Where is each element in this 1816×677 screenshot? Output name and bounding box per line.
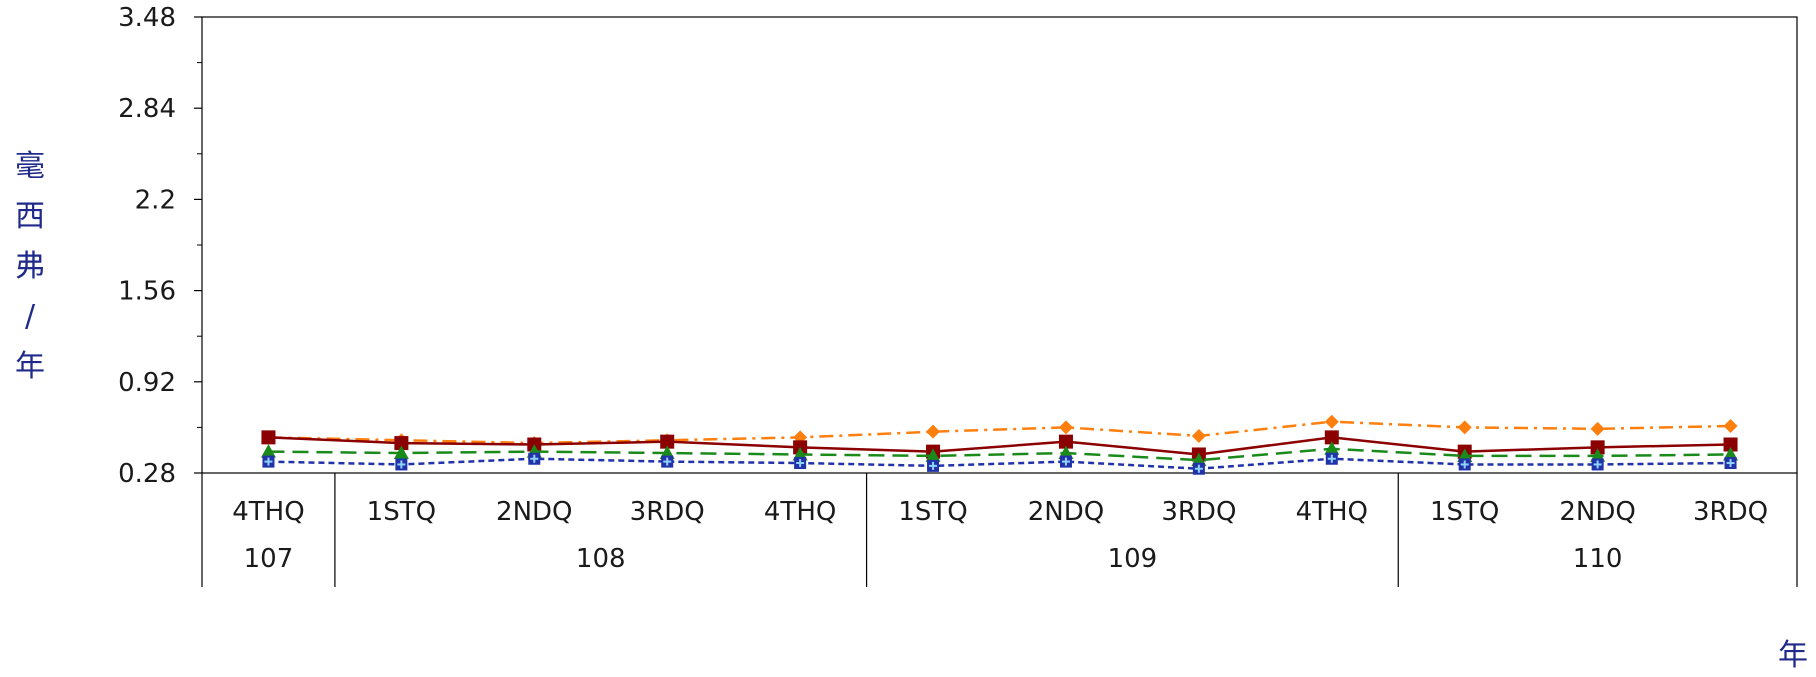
x-category-label: 2NDQ [1028, 497, 1104, 527]
x-year-label: 109 [1108, 544, 1158, 574]
series-line [268, 436, 1731, 456]
series-line [268, 457, 1731, 470]
data-point [1591, 458, 1604, 471]
data-point [1590, 421, 1605, 436]
data-point [1590, 440, 1605, 455]
x-category-label: 4THQ [232, 497, 304, 527]
data-point [925, 448, 941, 462]
y-tick-label: 0.28 [118, 459, 176, 489]
data-point [661, 455, 674, 468]
data-point [1723, 418, 1738, 433]
y-tick-label: 2.2 [135, 185, 176, 215]
data-point [261, 430, 276, 445]
data-point [260, 444, 276, 458]
data-point [794, 457, 807, 470]
x-category-label: 4THQ [764, 497, 836, 527]
data-point [1325, 452, 1338, 465]
data-point [1723, 437, 1738, 452]
x-category-label: 3RDQ [630, 497, 705, 527]
axis-titles: 毫西弗/年年 [15, 149, 1808, 673]
data-point [1724, 457, 1737, 470]
data-point [1324, 414, 1339, 429]
data-point [1192, 462, 1205, 475]
data-point [660, 434, 675, 449]
y-tick-label: 0.92 [118, 368, 176, 398]
data-point [1457, 420, 1472, 435]
data-point [927, 459, 940, 472]
y-tick-label: 2.84 [118, 94, 176, 124]
x-category-label: 3RDQ [1693, 497, 1768, 527]
x-category-label: 2NDQ [496, 497, 572, 527]
axes [201, 16, 1798, 587]
data-point [528, 452, 541, 465]
x-category-label: 1STQ [367, 497, 436, 527]
x-year-label: 107 [244, 544, 294, 574]
x-year-label: 110 [1573, 544, 1623, 574]
x-category-label: 4THQ [1296, 497, 1368, 527]
x-category-label: 1STQ [1430, 497, 1499, 527]
series-line [268, 447, 1731, 462]
series-4 [262, 452, 1737, 475]
data-point [1191, 428, 1206, 443]
x-category-label: 1STQ [898, 497, 967, 527]
data-point [394, 436, 409, 451]
data-point [393, 445, 409, 460]
x-axis-categories: 4THQ 1STQ 2NDQ 3RDQ 4THQ 1STQ 2NDQ 3RDQ 4THQ 1STQ… [232, 473, 1768, 587]
data-point [1059, 455, 1072, 468]
x-category-label: 3RDQ [1161, 497, 1236, 527]
series-group [260, 414, 1739, 475]
x-category-label: 2NDQ [1559, 497, 1635, 527]
series-line [268, 420, 1731, 445]
y-axis-title: 毫西弗/年 [15, 149, 45, 384]
plot-frame [201, 16, 1798, 474]
data-point [1458, 458, 1471, 471]
data-point [1324, 430, 1339, 445]
y-axis-ticks: 3.48 2.84 2.2 1.56 0.92 0.28 [118, 3, 202, 489]
data-point [926, 424, 941, 439]
data-point [1324, 441, 1340, 455]
y-tick-label: 3.48 [118, 3, 176, 33]
data-point [1058, 434, 1073, 449]
data-point [1058, 420, 1073, 435]
data-point [262, 455, 275, 468]
x-axis-title: 年 [1778, 638, 1808, 673]
y-tick-label: 1.56 [118, 277, 176, 307]
data-point [395, 458, 408, 471]
x-year-label: 108 [576, 544, 626, 574]
